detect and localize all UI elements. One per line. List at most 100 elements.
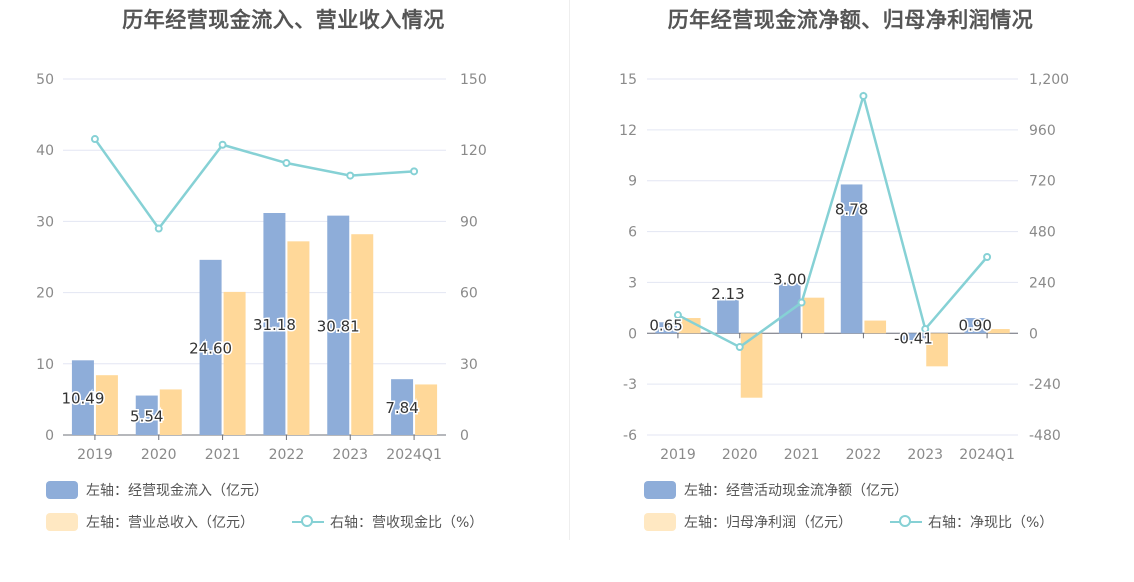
right-axis-tick-label: 720 bbox=[1029, 174, 1056, 190]
left-axis-tick-label: 0 bbox=[45, 428, 54, 444]
bar-primary bbox=[840, 184, 863, 334]
bar-data-label: 7.84 bbox=[385, 399, 418, 417]
legend-label: 右轴：净现比（%） bbox=[928, 515, 1054, 531]
x-axis-category-label: 2023 bbox=[332, 447, 368, 463]
bar-primary bbox=[902, 333, 925, 341]
legend-label: 左轴：经营活动现金流净额（亿元） bbox=[684, 483, 908, 499]
legend-swatch-blue bbox=[46, 481, 78, 499]
bar-primary bbox=[391, 379, 414, 435]
legend-item-net-profit[interactable]: 左轴：归母净利润（亿元） bbox=[644, 511, 852, 533]
bar-secondary bbox=[864, 320, 887, 334]
left-axis-tick-label: 6 bbox=[628, 225, 637, 241]
legend-item-net-cash-flow[interactable]: 左轴：经营活动现金流净额（亿元） bbox=[644, 479, 908, 501]
x-axis-category-label: 2021 bbox=[784, 447, 820, 463]
bar-primary bbox=[199, 259, 222, 435]
legend-swatch-orange bbox=[644, 513, 676, 531]
bar-primary bbox=[778, 282, 801, 334]
bar-data-label: 31.18 bbox=[253, 316, 296, 334]
ratio-line-point bbox=[735, 343, 744, 352]
bar-secondary bbox=[287, 241, 310, 435]
ratio-line-point bbox=[983, 253, 992, 261]
left-axis-tick-label: 30 bbox=[36, 214, 54, 230]
bar-secondary bbox=[740, 333, 763, 398]
legend-item-cash-ratio[interactable]: 右轴：营收现金比（%） bbox=[292, 511, 483, 533]
chart-title: 历年经营现金流入、营业收入情况 bbox=[122, 8, 445, 32]
x-axis-category-label: 2020 bbox=[722, 447, 758, 463]
legend-swatch-blue bbox=[644, 481, 676, 499]
bar-secondary bbox=[351, 234, 374, 435]
bar-secondary bbox=[95, 375, 118, 435]
right-axis-tick-label: 150 bbox=[460, 72, 487, 88]
bar-primary bbox=[655, 322, 677, 334]
bar-secondary bbox=[926, 333, 948, 367]
left-axis-tick-label: -6 bbox=[623, 428, 637, 444]
legend-label: 右轴：营收现金比（%） bbox=[330, 515, 484, 531]
legend-item-net-cash-ratio[interactable]: 右轴：净现比（%） bbox=[890, 511, 1053, 533]
bar-data-label: 24.60 bbox=[189, 339, 232, 357]
right-axis-tick-label: 240 bbox=[1029, 275, 1056, 291]
right-axis-tick-label: 480 bbox=[1029, 225, 1056, 241]
left-axis-tick-label: 0 bbox=[628, 326, 637, 342]
ratio-line-point bbox=[921, 325, 930, 334]
bar-data-label: 8.78 bbox=[835, 200, 868, 218]
left-axis-tick-label: 10 bbox=[36, 357, 54, 373]
legend-item-revenue[interactable]: 左轴：营业总收入（亿元） bbox=[46, 511, 254, 533]
legend-line-icon bbox=[890, 513, 922, 531]
ratio-line-point bbox=[218, 140, 227, 149]
left-axis-tick-label: 20 bbox=[36, 286, 54, 302]
left-axis-tick-label: 40 bbox=[36, 143, 54, 159]
bar-primary bbox=[327, 215, 350, 435]
bar-data-label: 30.81 bbox=[317, 317, 360, 335]
chart-plot-net-cash-flow: -6 -3 0 3 6 9 12 15 -480 -240 0 240 480 720 960 1,200 20… bbox=[619, 72, 1069, 463]
chart-panel-cash-inflow: 历年经营现金流入、营业收入情况 0 10 20 30 40 50 0 30 60 90 120 150… bbox=[36, 8, 487, 533]
ratio-line bbox=[93, 138, 415, 231]
left-axis-tick-label: 9 bbox=[628, 174, 637, 190]
right-axis-tick-label: 960 bbox=[1029, 123, 1056, 139]
right-axis-tick-label: -480 bbox=[1029, 428, 1061, 444]
legend-label: 左轴：归母净利润（亿元） bbox=[684, 515, 852, 531]
right-axis-tick-label: 120 bbox=[460, 143, 487, 159]
bar-primary bbox=[71, 360, 94, 435]
left-axis-tick-label: 50 bbox=[36, 72, 54, 88]
x-axis-category-label: 2019 bbox=[660, 447, 696, 463]
right-axis-tick-label: 0 bbox=[460, 428, 469, 444]
bar-primary bbox=[263, 212, 286, 435]
ratio-line-point bbox=[797, 298, 806, 307]
x-axis-category-label: 2019 bbox=[77, 447, 113, 463]
bar-secondary bbox=[223, 291, 246, 435]
bar-data-label: 0.90 bbox=[959, 316, 992, 334]
bar-data-label: 3.00 bbox=[773, 270, 806, 288]
bar-secondary bbox=[678, 318, 701, 334]
bar-primary bbox=[964, 318, 987, 334]
ratio-line bbox=[677, 91, 989, 349]
right-axis-tick-label: 1,200 bbox=[1029, 72, 1069, 88]
bar-primary bbox=[135, 395, 158, 435]
legend-swatch-orange bbox=[46, 513, 78, 531]
x-axis-category-label: 2022 bbox=[269, 447, 305, 463]
x-axis-category-label: 2023 bbox=[907, 447, 943, 463]
bar-data-label: -0.41 bbox=[894, 329, 933, 347]
bar-secondary bbox=[988, 329, 1010, 334]
bar-secondary bbox=[159, 389, 182, 435]
right-axis-tick-label: -240 bbox=[1029, 377, 1061, 393]
bar-data-label: 0.65 bbox=[649, 316, 682, 334]
left-axis-tick-label: 15 bbox=[619, 72, 637, 88]
chart-title: 历年经营现金流净额、归母净利润情况 bbox=[667, 8, 1034, 32]
ratio-line-point bbox=[90, 135, 99, 144]
x-axis-category-label: 2021 bbox=[205, 447, 241, 463]
chart-plot-cash-inflow: 0 10 20 30 40 50 0 30 60 90 120 150 2019 2020 2021 2022… bbox=[36, 72, 487, 463]
right-axis-tick-label: 0 bbox=[1029, 326, 1038, 342]
ratio-line-point bbox=[410, 167, 419, 176]
bar-data-label: 5.54 bbox=[130, 407, 163, 425]
x-axis-category-label: 2024Q1 bbox=[386, 447, 442, 463]
legend-label: 左轴：经营现金流入（亿元） bbox=[86, 483, 268, 499]
x-axis-category-label: 2020 bbox=[141, 447, 177, 463]
right-axis-tick-label: 90 bbox=[460, 214, 478, 230]
bar-data-label: 10.49 bbox=[61, 390, 104, 408]
legend-line-icon bbox=[292, 513, 324, 531]
right-axis-tick-label: 30 bbox=[460, 357, 478, 373]
x-axis-category-label: 2024Q1 bbox=[959, 447, 1015, 463]
ratio-line-point bbox=[282, 159, 291, 168]
bar-primary bbox=[717, 297, 739, 334]
legend-item-cash-inflow[interactable]: 左轴：经营现金流入（亿元） bbox=[46, 479, 268, 501]
